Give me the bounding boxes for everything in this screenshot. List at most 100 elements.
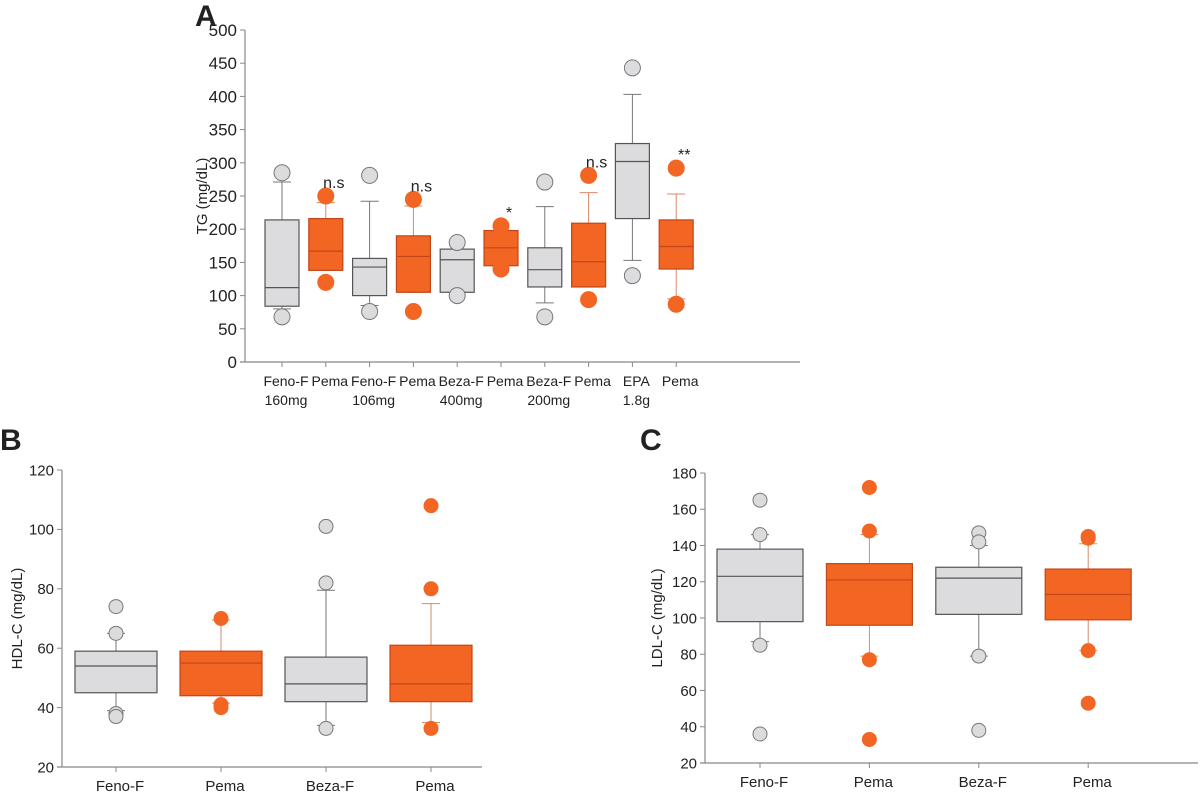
y-tick-label: 160 <box>672 502 697 519</box>
outlier-point <box>448 287 466 305</box>
outlier-point <box>861 652 877 668</box>
outlier-point <box>861 480 877 495</box>
x-tick-label: Feno-F <box>351 373 396 389</box>
outlier-point <box>1080 530 1096 546</box>
outlier-point <box>361 303 379 321</box>
x-tick-label: Beza-F <box>439 373 484 389</box>
box-iqr <box>658 219 694 270</box>
outlier-point <box>623 267 641 285</box>
outlier-point <box>273 308 291 326</box>
y-tick-label: 60 <box>680 683 697 700</box>
y-tick-label: 40 <box>37 700 54 717</box>
x-tick-label: EPA <box>623 373 651 389</box>
y-tick-label: 350 <box>209 121 237 140</box>
box-1: Pema <box>179 611 263 795</box>
x-tick-label: Pema <box>487 373 524 389</box>
box-iqr <box>264 219 300 307</box>
box-9: ** Pema <box>658 147 699 389</box>
outlier-point <box>536 173 554 191</box>
box-2: Beza-F <box>284 518 368 795</box>
panel-letter: A <box>195 0 217 33</box>
outlier-point <box>752 726 768 742</box>
box-iqr <box>74 650 158 694</box>
y-tick-label: 120 <box>29 462 54 479</box>
outlier-point <box>1080 643 1096 659</box>
box-iqr <box>716 548 804 623</box>
outlier-point <box>423 720 439 736</box>
x-tick-label: Pema <box>854 774 894 791</box>
outlier-point <box>1080 695 1096 711</box>
x-tick-label: Pema <box>415 778 455 795</box>
box-0: Feno-F 160mg <box>263 164 309 408</box>
outlier-point <box>861 523 877 539</box>
x-tick-label: Pema <box>205 778 245 795</box>
box-iqr <box>389 644 473 703</box>
y-tick-label: 20 <box>680 755 697 772</box>
box-iqr <box>284 656 368 703</box>
x-tick-label: Feno-F <box>263 373 308 389</box>
x-tick-label: Feno-F <box>740 774 788 791</box>
box-3: n.s Pema <box>395 178 436 389</box>
box-iqr <box>570 222 607 288</box>
y-tick-label: 200 <box>209 220 237 239</box>
box-4: Beza-F 400mg <box>439 233 484 408</box>
y-tick-label: 50 <box>218 320 237 339</box>
x-tick-label: 106mg <box>352 392 395 408</box>
outlier-point <box>667 295 685 313</box>
x-tick-label: Pema <box>662 373 699 389</box>
significance-label: * <box>506 205 512 222</box>
y-tick-label: 500 <box>209 21 237 40</box>
y-tick-label: 140 <box>672 538 697 555</box>
box-1: Pema <box>825 480 914 791</box>
x-tick-label: Beza-F <box>526 373 571 389</box>
y-tick-label: 20 <box>37 759 54 776</box>
outlier-point <box>213 700 229 716</box>
outlier-point <box>273 164 291 182</box>
y-axis-label: LDL-C (mg/dL) <box>649 568 666 667</box>
outlier-point <box>404 190 422 208</box>
outlier-point <box>971 722 987 738</box>
y-tick-label: 150 <box>209 253 237 272</box>
box-2: Feno-F 106mg <box>351 166 396 408</box>
outlier-point <box>361 166 379 184</box>
x-tick-label: Feno-F <box>96 778 144 795</box>
outlier-point <box>971 534 987 550</box>
y-tick-label: 450 <box>209 54 237 73</box>
outlier-point <box>536 308 554 326</box>
outlier-point <box>317 273 335 291</box>
outlier-point <box>752 527 768 543</box>
y-tick-label: 250 <box>209 187 237 206</box>
x-tick-label: Beza-F <box>306 778 354 795</box>
box-iqr <box>395 235 431 293</box>
outlier-point <box>317 187 335 205</box>
box-iqr <box>439 248 475 293</box>
box-6: Beza-F 200mg <box>526 173 571 408</box>
box-5: * Pema <box>483 205 524 389</box>
x-tick-label: Pema <box>312 373 349 389</box>
outlier-point <box>971 648 987 664</box>
box-1: n.s Pema <box>308 175 349 389</box>
x-tick-label: Beza-F <box>959 774 1007 791</box>
outlier-point <box>752 492 768 508</box>
significance-label: n.s <box>323 175 344 192</box>
box-0: Feno-F <box>74 599 158 795</box>
box-iqr <box>935 566 1023 615</box>
outlier-point <box>492 260 510 278</box>
chart-panel-a: A TG (mg/dL) 0 50 100 150 200 250 300 350 400 450 50… <box>194 0 800 408</box>
y-tick-label: 80 <box>680 647 697 664</box>
y-tick-label: 80 <box>37 581 54 598</box>
outlier-point <box>213 611 229 626</box>
significance-label: n.s <box>411 178 432 195</box>
x-tick-label: Pema <box>1073 774 1113 791</box>
y-tick-label: 100 <box>209 287 237 306</box>
outlier-point <box>318 518 334 534</box>
x-tick-label: 400mg <box>440 392 483 408</box>
chart-panel-b: B HDL-C (mg/dL) 20 40 60 80 100 120 Feno-F Pema Be… <box>0 424 482 795</box>
outlier-point <box>423 581 439 597</box>
box-7: n.s Pema <box>570 154 611 389</box>
significance-label: n.s <box>586 154 607 171</box>
y-axis-label: TG (mg/dL) <box>194 158 211 235</box>
outlier-point <box>623 59 641 77</box>
y-tick-label: 180 <box>672 465 697 482</box>
